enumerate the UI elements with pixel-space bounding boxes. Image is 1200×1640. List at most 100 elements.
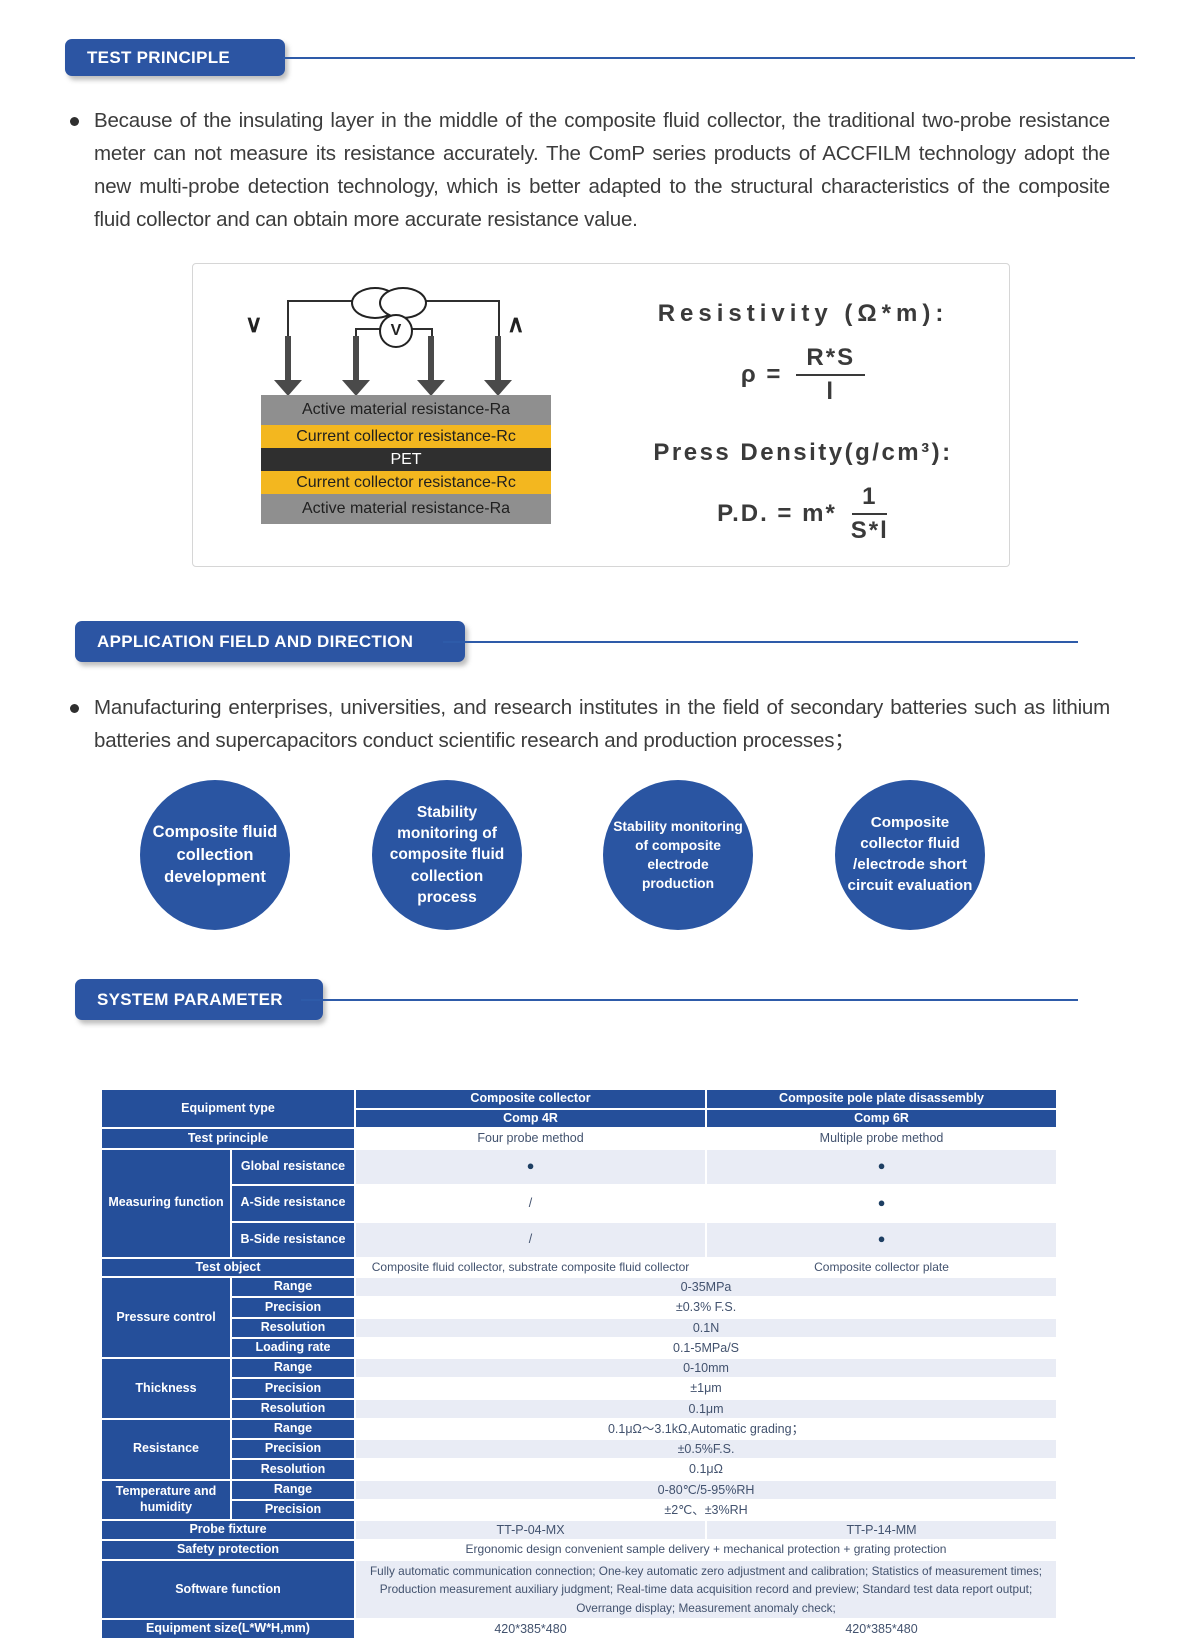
material-layer: Current collector resistance-Rc: [261, 425, 551, 448]
table-header-cell: Software function: [102, 1561, 355, 1618]
table-cell: ±0.3% F.S.: [356, 1298, 1057, 1317]
table-header-cell: Test object: [102, 1258, 355, 1277]
table-row: Test object Composite fluid collector, su…: [102, 1258, 1057, 1277]
current-in-icon: ∨: [245, 311, 263, 338]
table-cell: /: [356, 1185, 706, 1221]
table-header-cell: Comp 6R: [707, 1109, 1057, 1128]
fraction: R*S l: [796, 344, 866, 405]
table-cell: ±1μm: [356, 1379, 1057, 1398]
current-out-icon: ∧: [507, 311, 525, 338]
table-cell: Composite fluid collector, substrate com…: [356, 1258, 706, 1277]
wire: [498, 300, 500, 336]
table-cell: Multiple probe method: [707, 1129, 1057, 1148]
table-cell: 0-35MPa: [356, 1278, 1057, 1297]
table-cell: Four probe method: [356, 1129, 706, 1148]
table-row: Pressure control Range 0-35MPa: [102, 1278, 1057, 1358]
test-principle-paragraph: Because of the insulating layer in the m…: [70, 104, 1110, 236]
bullet-icon: [70, 117, 79, 126]
circle-label: Stability monitoring of composite electr…: [613, 818, 743, 892]
table-header-cell: Resolution: [232, 1399, 355, 1418]
table-cell: Composite collector plate: [707, 1258, 1057, 1277]
table-cell: 420*385*480: [707, 1619, 1057, 1639]
press-density-title: Press Density(g/cm³):: [653, 439, 953, 467]
bullet-icon: [70, 704, 79, 713]
application-circle: Composite collector fluid /electrode sho…: [835, 780, 985, 930]
table-header-cell: Range: [232, 1278, 355, 1297]
table-cell: 0.1μΩ: [356, 1460, 1057, 1479]
table-row: Temperature and humidity Range 0-80℃/5-95%…: [102, 1480, 1057, 1520]
circle-label: Stability monitoring of composite fluid …: [389, 803, 505, 907]
application-circle: Stability monitoring of composite fluid …: [372, 780, 522, 930]
table-cell: ●: [707, 1185, 1057, 1221]
table-row: B-Side resistance / ●: [102, 1222, 1057, 1257]
table-row: Precision ±2℃、±3%RH: [102, 1500, 1057, 1520]
table-cell: ●: [356, 1149, 706, 1184]
numerator: 1: [852, 483, 888, 515]
section-rule: [443, 641, 1078, 643]
section-rule: [283, 57, 1135, 59]
table-header-cell: Equipment size(L*W*H,mm): [102, 1619, 355, 1639]
material-layer: Active material resistance-Ra: [261, 494, 551, 524]
table-cell: TT-P-14-MM: [707, 1521, 1057, 1540]
table-header-cell: Range: [232, 1480, 355, 1499]
table-header-cell: Measuring function: [102, 1149, 230, 1257]
table-row: Measuring function Global resistance ● ●: [102, 1149, 1057, 1257]
section-badge-test-principle: TEST PRINCIPLE: [65, 39, 285, 76]
table-row: Comp 4R Comp 6R: [102, 1109, 1057, 1128]
table-cell: 0-10mm: [356, 1359, 1057, 1378]
material-layer: PET: [261, 448, 551, 471]
table-row: Resistance Range 0.1μΩ～3.1kΩ,Automatic gra…: [102, 1419, 1057, 1479]
table-header-cell: Test principle: [102, 1129, 355, 1148]
table-header-cell: Composite collector: [356, 1090, 706, 1108]
denominator: S*l: [850, 516, 889, 544]
section-badge-application: APPLICATION FIELD AND DIRECTION: [75, 621, 465, 662]
material-layer: Active material resistance-Ra: [261, 395, 551, 425]
table-header-cell: Global resistance: [232, 1149, 355, 1184]
fraction: 1 S*l: [851, 483, 889, 544]
formula-lhs: P.D. = m*: [717, 499, 837, 527]
table-row: Precision ±1μm: [102, 1379, 1057, 1398]
table-header-cell: Safety protection: [102, 1541, 355, 1559]
circle-label: Composite fluid collection development: [152, 822, 278, 887]
voltmeter-label: V: [390, 322, 402, 339]
table-row: Resolution 0.1μm: [102, 1399, 1057, 1418]
table-cell: ●: [707, 1222, 1057, 1257]
material-layer-stack: Active material resistance-Ra Current col…: [261, 395, 551, 524]
formula-panel: Resistivity (Ω*m): ρ = R*S l Press Densi…: [613, 286, 993, 544]
table-cell: TT-P-04-MX: [356, 1521, 706, 1540]
table-row: Test principle Four probe method Multiple …: [102, 1129, 1057, 1148]
current-source-icon: [379, 287, 427, 319]
wire: [355, 328, 357, 338]
table-row: Precision ±0.5%F.S.: [102, 1440, 1057, 1459]
table-header-cell: Composite pole plate disassembly: [707, 1090, 1057, 1108]
table-row: Thickness Range 0-10mm: [102, 1359, 1057, 1418]
resistivity-title: Resistivity (Ω*m):: [657, 300, 949, 327]
table-cell: 0.1-5MPa/S: [356, 1338, 1057, 1358]
table-row: Equipment size(L*W*H,mm) 420*385*480 420*3…: [102, 1619, 1057, 1639]
table-header-cell: Probe fixture: [102, 1521, 355, 1540]
section-badge-system-parameter: SYSTEM PARAMETER: [75, 979, 323, 1020]
table-header-cell: Resolution: [232, 1318, 355, 1337]
section-title: SYSTEM PARAMETER: [97, 989, 283, 1009]
table-row: Software function Fully automatic communi…: [102, 1561, 1057, 1618]
table-row: Probe fixture TT-P-04-MX TT-P-14-MM: [102, 1521, 1057, 1540]
section-rule: [301, 999, 1078, 1001]
table-cell: /: [356, 1222, 706, 1257]
section-title: TEST PRINCIPLE: [87, 47, 231, 67]
table-header-cell: Comp 4R: [356, 1109, 706, 1128]
table-cell: ±2℃、±3%RH: [356, 1500, 1057, 1520]
table-cell: 420*385*480: [356, 1619, 706, 1639]
table-header-cell: Thickness: [102, 1359, 230, 1418]
table-header-cell: Temperature and humidity: [102, 1480, 230, 1520]
table-cell: Ergonomic design convenient sample deliv…: [356, 1541, 1057, 1559]
table-cell: ±0.5%F.S.: [356, 1440, 1057, 1459]
paragraph-text: Manufacturing enterprises, universities,…: [94, 696, 1110, 752]
table-cell: Fully automatic communication connection…: [356, 1561, 1057, 1618]
table-header-cell: Pressure control: [102, 1278, 230, 1358]
table-header-cell: Precision: [232, 1500, 355, 1520]
application-circle: Stability monitoring of composite electr…: [603, 780, 753, 930]
material-layer: Current collector resistance-Rc: [261, 471, 551, 494]
table-cell: 0.1N: [356, 1318, 1057, 1337]
table-header-cell: Range: [232, 1359, 355, 1378]
table-cell: 0.1μm: [356, 1399, 1057, 1418]
